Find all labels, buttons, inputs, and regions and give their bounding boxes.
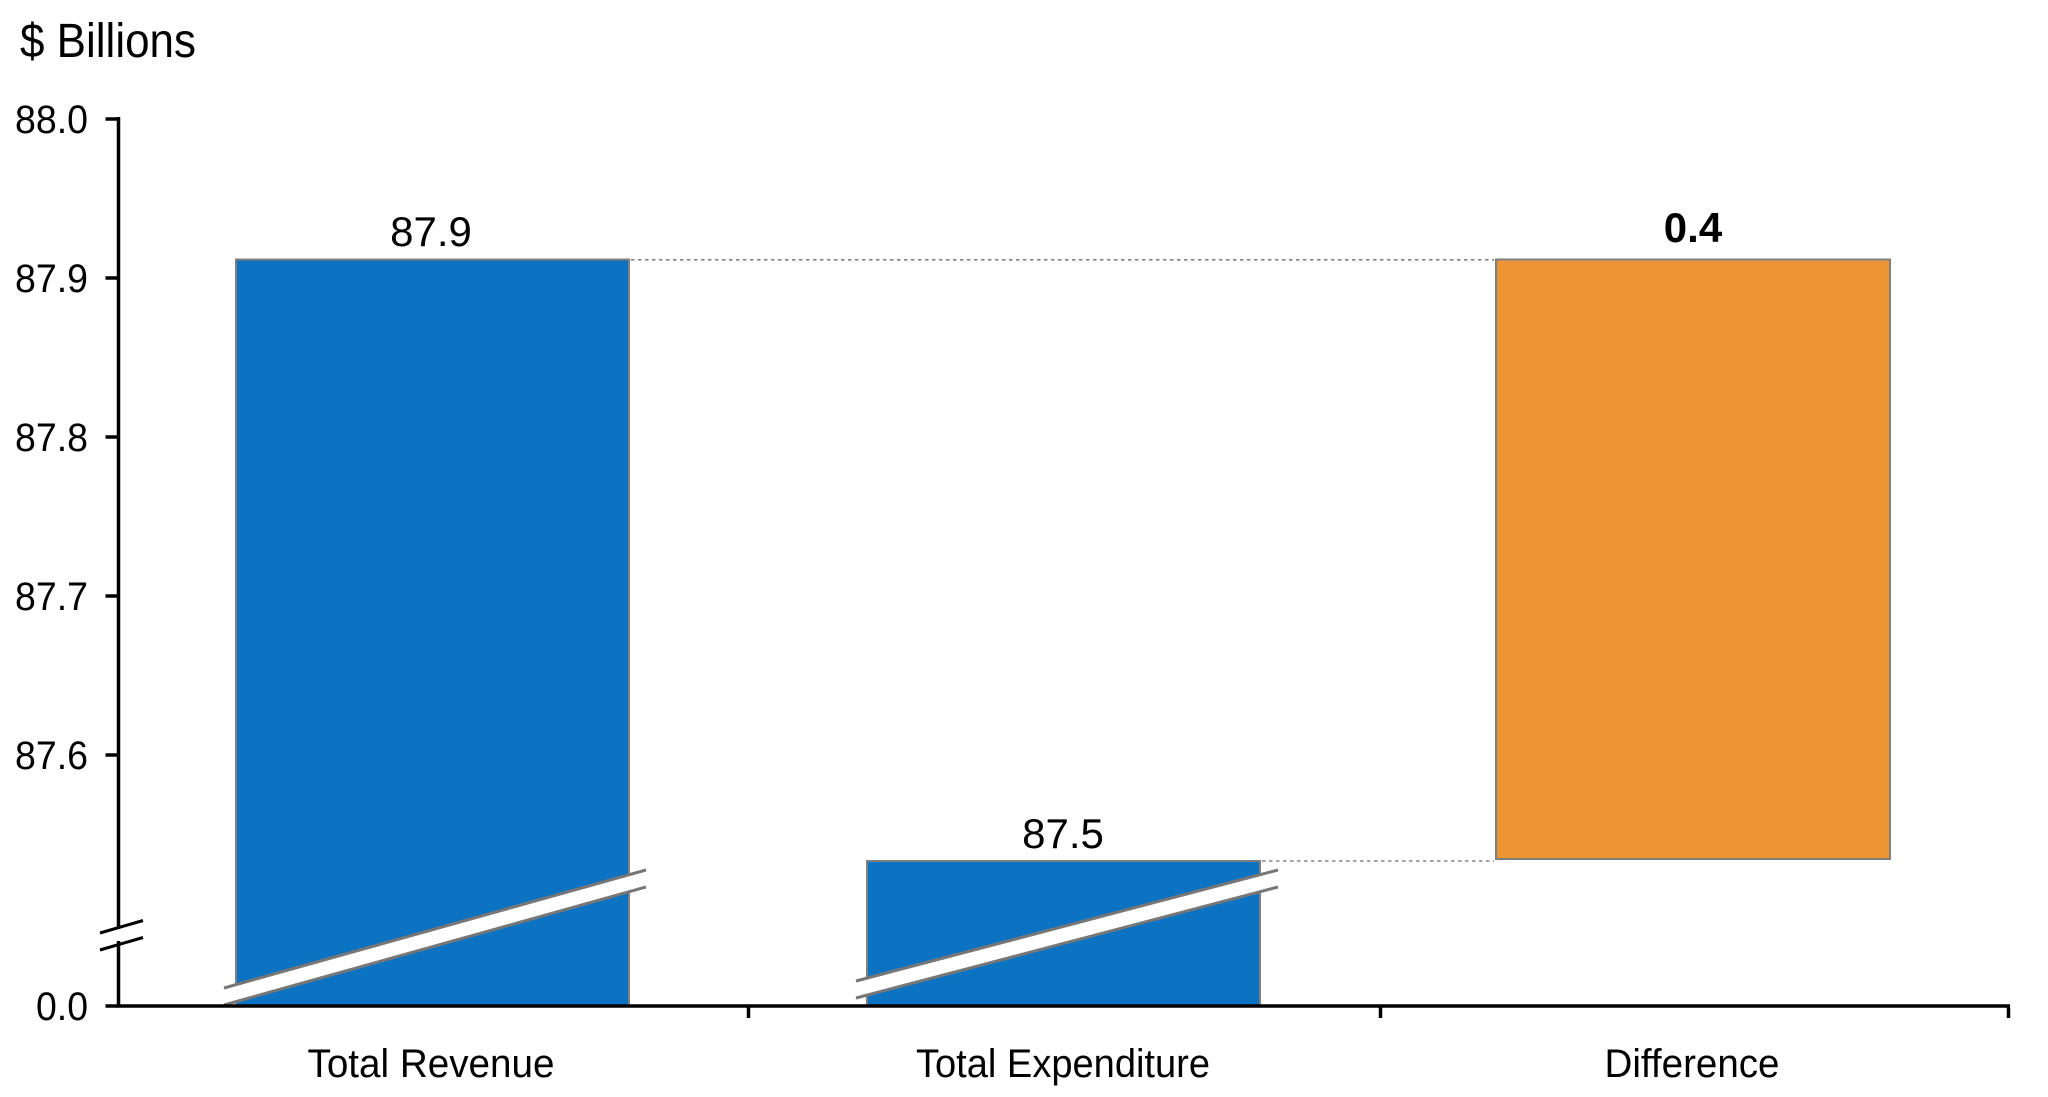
svg-text:0.0: 0.0 [36,985,88,1029]
svg-text:Difference: Difference [1605,1042,1780,1086]
svg-text:$ Billions: $ Billions [20,15,196,68]
svg-text:87.5: 87.5 [1022,810,1104,857]
svg-text:87.9: 87.9 [15,257,88,301]
svg-text:Total Revenue: Total Revenue [308,1042,555,1086]
svg-text:87.6: 87.6 [15,734,88,778]
svg-text:87.9: 87.9 [390,208,472,255]
svg-text:88.0: 88.0 [15,98,88,142]
svg-text:Total Expenditure: Total Expenditure [916,1042,1210,1086]
svg-text:87.7: 87.7 [15,575,88,619]
svg-text:87.8: 87.8 [15,416,88,460]
svg-text:0.4: 0.4 [1664,204,1723,251]
